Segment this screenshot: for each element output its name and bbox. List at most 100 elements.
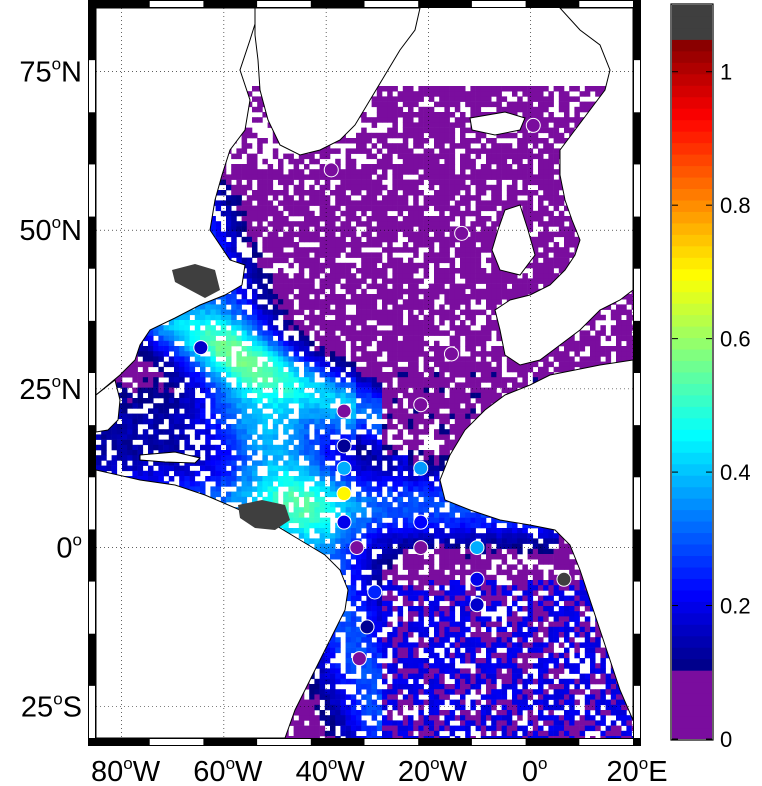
heatmap-cell [246, 226, 253, 232]
heatmap-cell [460, 252, 466, 258]
heatmap-cell [382, 117, 388, 123]
heatmap-cell [345, 361, 352, 368]
heatmap-cell [278, 366, 284, 373]
heatmap-cell [283, 294, 289, 300]
heatmap-cell [402, 91, 409, 97]
heatmap-cell [491, 288, 497, 295]
heatmap-cell [179, 335, 185, 342]
heatmap-cell [387, 278, 393, 284]
heatmap-cell [319, 236, 326, 243]
heatmap-cell [226, 174, 232, 180]
heatmap-cell [408, 351, 414, 357]
heatmap-cell [538, 221, 544, 227]
heatmap-cell [288, 314, 294, 321]
heatmap-cell [449, 143, 456, 149]
heatmap-cell [501, 200, 508, 206]
heatmap-cell [475, 398, 482, 404]
heatmap-cell [454, 143, 461, 149]
heatmap-cell [413, 366, 419, 373]
heatmap-cell [387, 200, 393, 206]
heatmap-cell [392, 216, 398, 222]
heatmap-cell [465, 262, 471, 269]
heatmap-cell [496, 132, 502, 139]
heatmap-cell [480, 184, 487, 191]
heatmap-cell [517, 86, 523, 92]
heatmap-cell [408, 309, 414, 316]
heatmap-cell [241, 169, 248, 175]
heatmap-cell [522, 361, 528, 368]
heatmap-cell [309, 174, 315, 180]
heatmap-cell [413, 210, 419, 217]
heatmap-cell [501, 377, 508, 383]
heatmap-cell [272, 340, 279, 347]
heatmap-cell [532, 190, 539, 196]
heatmap-cell [179, 366, 185, 373]
heatmap-cell [257, 387, 263, 394]
heatmap-cell [387, 86, 393, 92]
heatmap-cell [631, 294, 633, 300]
heatmap-cell [257, 216, 263, 222]
heatmap-cell [330, 392, 336, 399]
heatmap-cell [288, 304, 294, 310]
heatmap-cell [324, 247, 331, 253]
heatmap-cell [470, 283, 476, 290]
heatmap-cell [179, 325, 185, 331]
heatmap-cell [454, 408, 461, 414]
heatmap-cell [127, 403, 133, 409]
heatmap-cell [486, 216, 492, 222]
heatmap-cell [298, 403, 305, 409]
heatmap-cell [397, 377, 404, 383]
heatmap-cell [449, 164, 456, 170]
heatmap-cell [298, 184, 305, 191]
heatmap-cell [142, 356, 149, 362]
heatmap-cell [475, 231, 482, 238]
heatmap-cell [423, 273, 430, 279]
heatmap-cell [371, 117, 378, 123]
heatmap-cell [553, 216, 560, 222]
heatmap-cell [335, 325, 341, 331]
heatmap-cell [345, 335, 352, 342]
heatmap-cell [558, 221, 565, 227]
heatmap-cell [293, 346, 300, 352]
heatmap-cell [168, 320, 175, 326]
heatmap-cell [392, 294, 398, 300]
heatmap-cell [371, 408, 378, 414]
heatmap-cell [382, 294, 388, 300]
heatmap-cell [397, 387, 404, 394]
heatmap-cell [423, 382, 430, 388]
heatmap-cell [236, 190, 242, 196]
heatmap-cell [319, 325, 326, 331]
heatmap-cell [402, 372, 409, 378]
heatmap-cell [527, 216, 534, 222]
heatmap-cell [257, 205, 263, 212]
heatmap-cell [460, 169, 466, 175]
heatmap-cell [304, 356, 310, 362]
heatmap-cell [439, 392, 445, 399]
heatmap-cell [340, 387, 346, 394]
heatmap-cell [246, 158, 253, 165]
heatmap-cell [252, 106, 258, 113]
heatmap-cell [350, 190, 357, 196]
heatmap-cell [314, 195, 320, 201]
heatmap-cell [392, 361, 398, 368]
heatmap-cell [460, 247, 466, 253]
heatmap-cell [444, 366, 450, 373]
heatmap-cell [262, 314, 268, 321]
heatmap-cell [241, 226, 248, 232]
heatmap-cell [252, 247, 258, 253]
heatmap-cell [288, 236, 294, 243]
heatmap-cell [246, 184, 253, 191]
heatmap-cell [558, 361, 565, 368]
heatmap-cell [304, 231, 310, 238]
heatmap-cell [564, 91, 570, 97]
heatmap-cell [122, 413, 128, 420]
heatmap-cell [319, 403, 326, 409]
heatmap-cell [496, 273, 502, 279]
heatmap-cell [179, 392, 185, 399]
heatmap-cell [319, 346, 326, 352]
heatmap-cell [340, 325, 346, 331]
heatmap-cell [278, 174, 284, 180]
heatmap-cell [252, 117, 258, 123]
heatmap-cell [402, 221, 409, 227]
heatmap-cell [335, 195, 341, 201]
